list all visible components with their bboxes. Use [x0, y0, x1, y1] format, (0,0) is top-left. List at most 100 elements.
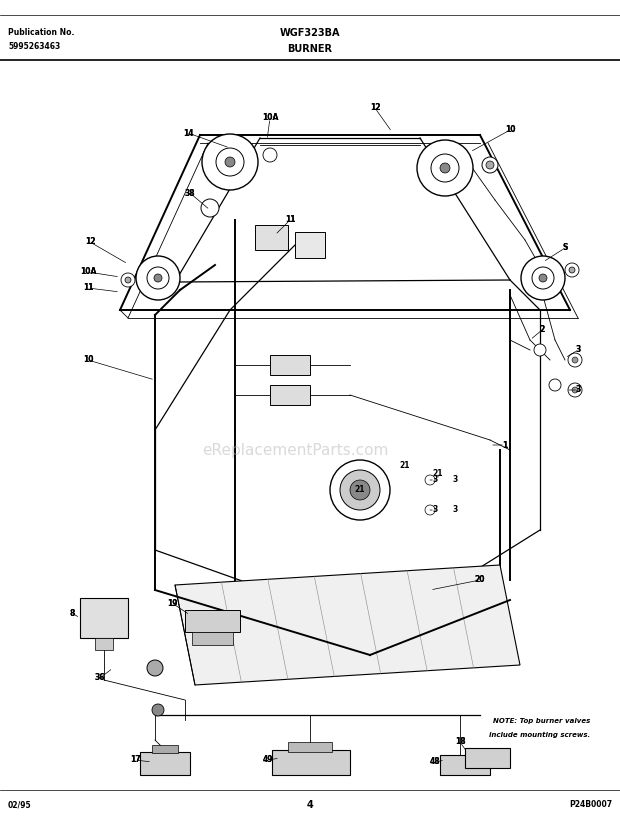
Text: 48: 48	[430, 757, 440, 767]
Text: 17: 17	[130, 756, 140, 765]
Circle shape	[572, 387, 578, 393]
Bar	[95, 638, 113, 650]
Text: 02/95: 02/95	[8, 800, 32, 809]
Text: 11: 11	[82, 283, 93, 292]
Text: 3: 3	[575, 345, 580, 354]
Polygon shape	[175, 565, 520, 685]
Text: 21: 21	[355, 486, 365, 495]
Circle shape	[549, 379, 561, 391]
Bar	[152, 745, 178, 753]
Text: 49: 49	[263, 756, 273, 765]
Circle shape	[440, 163, 450, 173]
Bar	[270, 355, 310, 375]
Bar	[440, 755, 490, 775]
Circle shape	[136, 256, 180, 300]
Text: 36: 36	[95, 673, 105, 682]
Circle shape	[154, 274, 162, 282]
Text: 36: 36	[95, 673, 105, 682]
Text: 20: 20	[475, 576, 485, 585]
Text: P24B0007: P24B0007	[569, 800, 612, 809]
Text: 38: 38	[185, 188, 195, 197]
Circle shape	[534, 344, 546, 356]
Circle shape	[125, 277, 131, 283]
Circle shape	[425, 475, 435, 485]
Text: 10A: 10A	[262, 113, 278, 122]
Text: 1: 1	[502, 440, 508, 449]
Circle shape	[568, 353, 582, 367]
Bar	[465, 748, 510, 768]
Text: 48: 48	[430, 757, 440, 767]
Text: 10A: 10A	[80, 268, 96, 277]
Circle shape	[569, 267, 575, 273]
Text: 3: 3	[575, 386, 580, 395]
Text: 5995263463: 5995263463	[8, 42, 60, 51]
Text: 10A: 10A	[80, 268, 96, 277]
Circle shape	[121, 273, 135, 287]
Circle shape	[539, 274, 547, 282]
Text: 18: 18	[454, 738, 466, 747]
Circle shape	[425, 505, 435, 515]
Text: 8: 8	[69, 609, 74, 618]
Text: 3: 3	[453, 476, 458, 485]
Text: 20: 20	[475, 576, 485, 585]
Bar	[185, 610, 240, 632]
Circle shape	[350, 480, 370, 500]
Text: 4: 4	[307, 800, 313, 810]
Text: 1: 1	[502, 440, 508, 449]
Text: 2: 2	[539, 325, 544, 335]
Circle shape	[431, 154, 459, 182]
Text: 11: 11	[285, 216, 295, 225]
Text: WGF323BA: WGF323BA	[280, 28, 340, 38]
Text: 3: 3	[432, 476, 438, 485]
Text: 17: 17	[130, 756, 140, 765]
Text: 10: 10	[82, 355, 93, 364]
Text: 11: 11	[82, 283, 93, 292]
Text: 12: 12	[370, 103, 380, 112]
Circle shape	[152, 704, 164, 716]
Text: S: S	[562, 244, 568, 253]
Text: 3: 3	[575, 386, 580, 395]
Text: 3: 3	[432, 506, 438, 515]
Text: 2: 2	[539, 325, 544, 335]
Bar	[272, 750, 350, 775]
Text: 12: 12	[370, 103, 380, 112]
Bar	[295, 232, 325, 258]
Text: 14: 14	[183, 129, 193, 137]
Text: 12: 12	[85, 238, 95, 246]
Text: 18: 18	[454, 738, 466, 747]
Text: 38: 38	[185, 188, 195, 197]
Circle shape	[263, 148, 277, 162]
Text: 10: 10	[505, 126, 515, 135]
Text: include mounting screws.: include mounting screws.	[489, 732, 590, 738]
Circle shape	[330, 460, 390, 520]
Text: NOTE: Top burner valves: NOTE: Top burner valves	[493, 718, 590, 724]
Circle shape	[201, 199, 219, 217]
Circle shape	[147, 267, 169, 289]
Circle shape	[565, 263, 579, 277]
Circle shape	[486, 161, 494, 169]
Text: eReplacementParts.com: eReplacementParts.com	[202, 443, 388, 458]
Text: BURNER: BURNER	[288, 44, 332, 54]
Text: 49: 49	[263, 756, 273, 765]
Text: 19: 19	[167, 599, 177, 607]
Text: 19: 19	[167, 599, 177, 607]
Text: 3: 3	[453, 506, 458, 515]
Text: 12: 12	[85, 238, 95, 246]
Circle shape	[482, 157, 498, 173]
Bar	[140, 752, 190, 775]
Circle shape	[568, 383, 582, 397]
Text: 10: 10	[505, 126, 515, 135]
Text: 10: 10	[82, 355, 93, 364]
Text: 8: 8	[69, 609, 74, 618]
Bar	[255, 225, 288, 250]
Text: 21: 21	[400, 461, 410, 469]
Bar	[192, 632, 233, 645]
Text: Publication No.: Publication No.	[8, 28, 74, 37]
Circle shape	[417, 140, 473, 196]
Circle shape	[216, 148, 244, 176]
Text: S: S	[562, 244, 568, 253]
Text: 11: 11	[285, 216, 295, 225]
Circle shape	[532, 267, 554, 289]
Circle shape	[521, 256, 565, 300]
Circle shape	[202, 134, 258, 190]
